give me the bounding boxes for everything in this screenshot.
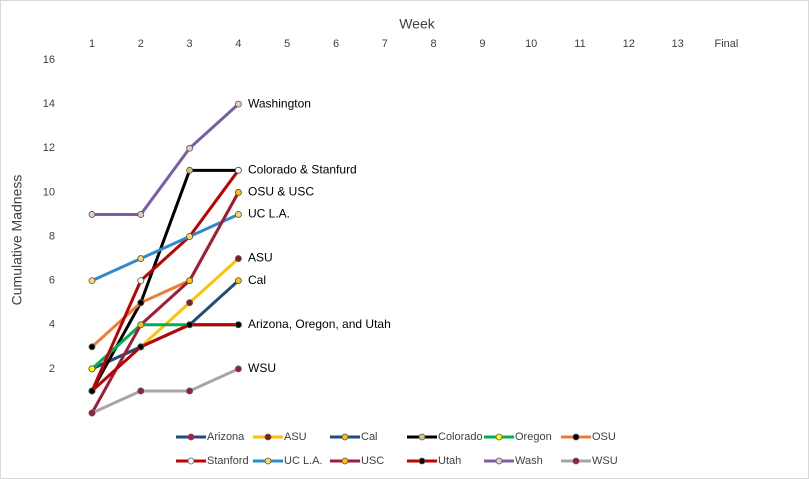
y-tick-label: 6 — [49, 275, 55, 287]
series-marker — [88, 343, 96, 351]
x-tick-label: 4 — [235, 38, 241, 50]
x-tick-label: 12 — [623, 38, 635, 50]
series-marker — [137, 277, 145, 285]
legend-label: UC L.A. — [284, 455, 323, 467]
series-marker — [88, 387, 96, 395]
series-marker — [234, 211, 242, 218]
x-tick-label: 2 — [138, 38, 144, 50]
series-line — [92, 103, 240, 216]
legend-marker — [495, 457, 503, 465]
legend-label: Stanford — [207, 455, 249, 467]
legend-marker — [264, 457, 272, 465]
series-line — [90, 169, 240, 392]
series-marker — [137, 387, 145, 395]
y-tick-label: 16 — [43, 54, 55, 66]
x-tick-label: 10 — [525, 38, 537, 50]
series-marker — [186, 277, 194, 285]
legend-marker — [418, 433, 426, 441]
series-marker — [137, 343, 145, 351]
series-marker — [234, 166, 242, 174]
annotation: Cal — [248, 273, 266, 287]
series-line — [91, 213, 240, 282]
legend-label: WSU — [592, 455, 618, 467]
legend-marker — [418, 457, 426, 465]
x-tick-label: 1 — [89, 38, 95, 50]
series-marker — [234, 321, 242, 329]
series-marker — [137, 211, 145, 218]
series-marker — [186, 299, 194, 307]
series-marker — [186, 387, 194, 395]
legend-marker — [572, 433, 580, 441]
series-marker — [186, 321, 194, 329]
series-marker — [88, 277, 96, 285]
series-marker — [234, 188, 242, 196]
legend-marker — [341, 433, 349, 441]
series-marker — [234, 365, 242, 373]
series-marker — [186, 144, 194, 152]
legend-label: ASU — [284, 431, 307, 443]
series-marker — [186, 233, 194, 240]
series-line — [91, 367, 240, 415]
y-tick-label: 12 — [43, 142, 55, 154]
y-tick-label: 8 — [49, 230, 55, 242]
legend-marker — [572, 457, 580, 465]
legend-marker — [264, 433, 272, 441]
legend-label: Utah — [438, 455, 461, 467]
x-tick-label: 9 — [479, 38, 485, 50]
series-marker — [137, 321, 145, 329]
series-marker — [234, 100, 242, 108]
series-marker — [137, 299, 145, 307]
legend-marker — [495, 433, 503, 441]
legend-label: Arizona — [207, 431, 245, 443]
x-axis-title: Week — [399, 16, 436, 32]
annotation: Colorado & Stanfurd — [248, 162, 357, 176]
legend-label: USC — [361, 455, 384, 467]
annotation: UC L.A. — [248, 207, 290, 221]
x-tick-label: 13 — [671, 38, 683, 50]
series-marker — [186, 166, 194, 174]
series-marker — [88, 211, 96, 218]
legend-marker — [341, 457, 349, 465]
annotation: Arizona, Oregon, and Utah — [248, 317, 391, 331]
series-marker — [234, 277, 242, 285]
annotation: WSU — [248, 361, 276, 375]
y-tick-label: 4 — [49, 319, 55, 331]
x-tick-label: Final — [714, 38, 738, 50]
series-marker — [137, 255, 145, 262]
x-tick-label: 5 — [284, 38, 290, 50]
x-tick-label: 3 — [187, 38, 193, 50]
legend-label: Colorado — [438, 431, 483, 443]
x-tick-label: 6 — [333, 38, 339, 50]
annotation: ASU — [248, 251, 273, 265]
y-tick-label: 10 — [43, 186, 55, 198]
series-line — [90, 323, 239, 393]
legend-marker — [187, 457, 195, 465]
y-tick-label: 2 — [49, 363, 55, 375]
x-tick-label: 8 — [431, 38, 437, 50]
series-marker — [234, 255, 242, 262]
legend-marker — [187, 433, 195, 441]
y-tick-label: 14 — [43, 98, 55, 110]
series-marker — [88, 365, 96, 373]
legend-label: Wash — [515, 455, 543, 467]
x-tick-label: 7 — [382, 38, 388, 50]
legend-label: Cal — [361, 431, 378, 443]
annotation: Washington — [248, 96, 311, 110]
legend-label: Oregon — [515, 431, 552, 443]
annotation: OSU & USC — [248, 185, 314, 199]
legend-label: OSU — [592, 431, 616, 443]
y-axis-title: Cumulative Madness — [9, 175, 25, 306]
x-tick-label: 11 — [574, 38, 585, 50]
series-marker — [88, 409, 96, 417]
